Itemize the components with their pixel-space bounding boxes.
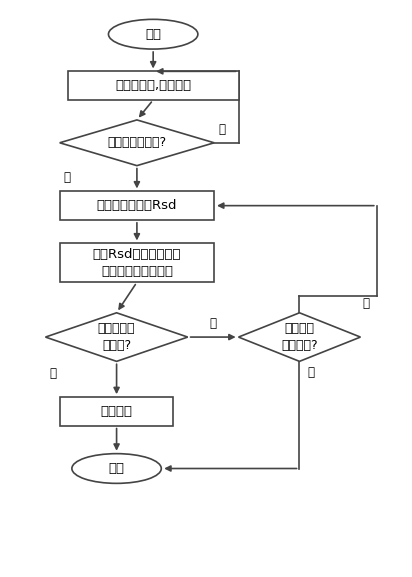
Text: 结束: 结束 [109, 462, 124, 475]
Ellipse shape [72, 454, 161, 484]
Ellipse shape [108, 20, 198, 49]
Bar [60, 243, 214, 282]
Bar [68, 72, 239, 100]
Polygon shape [45, 313, 188, 361]
Text: 是: 是 [64, 171, 71, 185]
Text: 是: 是 [49, 367, 56, 380]
Text: 初始化网络,设置参数: 初始化网络,设置参数 [115, 79, 191, 92]
Text: 开始: 开始 [145, 28, 161, 41]
Text: 路由Rsd上按照分组波
长分配方案分配波长: 路由Rsd上按照分组波 长分配方案分配波长 [93, 248, 181, 278]
Bar [60, 397, 173, 426]
Text: 满足循环
终止条件?: 满足循环 终止条件? [281, 322, 318, 352]
Text: 建立光路: 建立光路 [101, 405, 133, 418]
Text: 是否有业务请求?: 是否有业务请求? [108, 136, 166, 149]
Bar [60, 192, 214, 220]
Text: 否: 否 [210, 317, 217, 329]
Text: 为业务寻找路由Rsd: 为业务寻找路由Rsd [97, 199, 177, 212]
Text: 否: 否 [363, 297, 370, 310]
Polygon shape [239, 313, 360, 361]
Text: 是: 是 [308, 366, 315, 379]
Text: 是否成功分
配波长?: 是否成功分 配波长? [98, 322, 135, 352]
Text: 否: 否 [218, 123, 225, 136]
Polygon shape [60, 120, 214, 166]
